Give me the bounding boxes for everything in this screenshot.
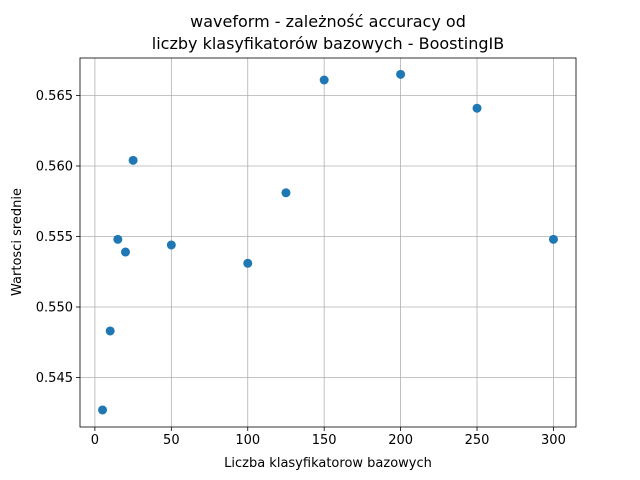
- x-tick-label: 250: [465, 433, 490, 448]
- x-tick-label: 150: [312, 433, 337, 448]
- chart-title-line-2: liczby klasyfikatorów bazowych - Boostin…: [152, 34, 504, 53]
- axis-ticks: 0 50 100 150 200 250 300 0.545 0.550 0.555 0.560 0.…: [36, 89, 566, 448]
- data-point: [472, 103, 482, 113]
- x-tick-label: 300: [541, 433, 566, 448]
- data-point: [113, 234, 123, 244]
- data-point: [166, 240, 176, 250]
- data-point: [98, 405, 108, 415]
- data-points: [98, 69, 558, 415]
- data-point: [128, 155, 138, 165]
- data-point: [120, 247, 130, 257]
- y-axis-label: Wartosci srednie: [10, 188, 25, 296]
- x-tick-label: 200: [388, 433, 413, 448]
- chart-title-line-1: waveform - zależność accuracy od: [190, 12, 466, 31]
- y-tick-label: 0.565: [36, 89, 73, 104]
- data-point: [548, 234, 558, 244]
- x-tick-label: 100: [235, 433, 260, 448]
- x-tick-label: 0: [91, 433, 99, 448]
- y-tick-label: 0.555: [36, 230, 73, 245]
- data-point: [281, 188, 291, 198]
- plot-frame: [79, 57, 577, 428]
- y-tick-label: 0.560: [36, 160, 73, 175]
- y-tick-label: 0.545: [36, 371, 73, 386]
- data-point: [243, 258, 253, 268]
- data-point: [396, 69, 406, 79]
- y-tick-label: 0.550: [36, 301, 73, 316]
- grid-lines: [80, 58, 576, 427]
- x-tick-label: 50: [163, 433, 180, 448]
- data-point: [319, 75, 329, 85]
- data-point: [105, 326, 115, 336]
- x-axis-label: Liczba klasyfikatorow bazowych: [224, 456, 432, 471]
